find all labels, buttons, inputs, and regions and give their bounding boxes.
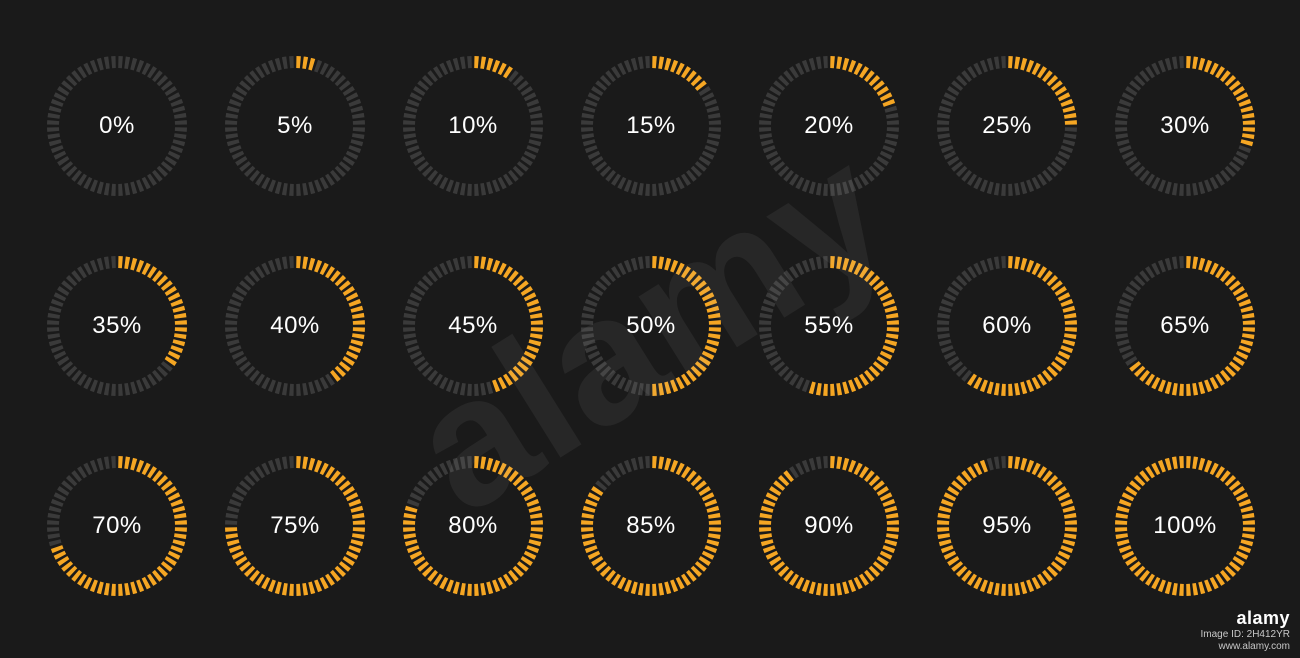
percent-label: 60%	[982, 312, 1032, 340]
progress-ring: 100%	[1096, 426, 1274, 626]
progress-ring: 95%	[918, 426, 1096, 626]
progress-ring: 40%	[206, 226, 384, 426]
percent-label: 90%	[804, 512, 854, 540]
progress-ring: 70%	[28, 426, 206, 626]
percent-label: 75%	[270, 512, 320, 540]
percent-label: 5%	[277, 112, 313, 140]
progress-ring: 35%	[28, 226, 206, 426]
percent-label: 80%	[448, 512, 498, 540]
progress-ring: 85%	[562, 426, 740, 626]
progress-ring: 25%	[918, 26, 1096, 226]
percent-label: 55%	[804, 312, 854, 340]
progress-ring: 50%	[562, 226, 740, 426]
percent-label: 0%	[99, 112, 135, 140]
percent-label: 20%	[804, 112, 854, 140]
percent-label: 10%	[448, 112, 498, 140]
progress-ring: 60%	[918, 226, 1096, 426]
progress-ring: 75%	[206, 426, 384, 626]
progress-ring: 30%	[1096, 26, 1274, 226]
radial-progress-grid: 0% 5% 10% 15% 20% 25% 30% 35% 40% 45% 50% 55% 60% 65%…	[28, 26, 1274, 626]
percent-label: 100%	[1153, 512, 1216, 540]
progress-ring: 20%	[740, 26, 918, 226]
percent-label: 25%	[982, 112, 1032, 140]
percent-label: 15%	[626, 112, 676, 140]
percent-label: 70%	[92, 512, 142, 540]
percent-label: 35%	[92, 312, 142, 340]
progress-ring: 10%	[384, 26, 562, 226]
percent-label: 50%	[626, 312, 676, 340]
progress-ring: 0%	[28, 26, 206, 226]
progress-ring: 5%	[206, 26, 384, 226]
progress-ring: 80%	[384, 426, 562, 626]
progress-ring: 65%	[1096, 226, 1274, 426]
progress-ring: 45%	[384, 226, 562, 426]
percent-label: 45%	[448, 312, 498, 340]
progress-ring: 90%	[740, 426, 918, 626]
chart-canvas: 0% 5% 10% 15% 20% 25% 30% 35% 40% 45% 50% 55% 60% 65%…	[0, 0, 1300, 658]
progress-ring: 15%	[562, 26, 740, 226]
percent-label: 95%	[982, 512, 1032, 540]
percent-label: 40%	[270, 312, 320, 340]
percent-label: 65%	[1160, 312, 1210, 340]
progress-ring: 55%	[740, 226, 918, 426]
percent-label: 30%	[1160, 112, 1210, 140]
watermark-subtext: Image ID: 2H412YR www.alamy.com	[1201, 629, 1291, 652]
percent-label: 85%	[626, 512, 676, 540]
